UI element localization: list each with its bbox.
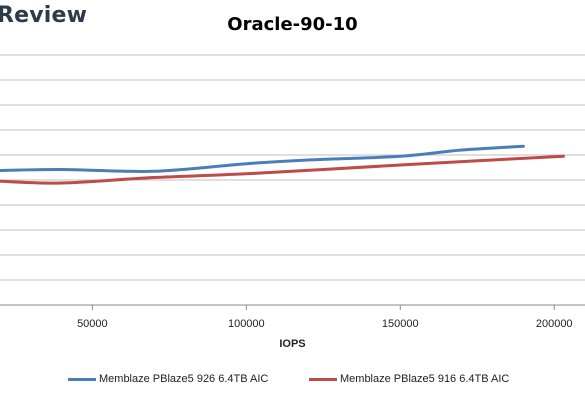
legend-item-series-2: Memblaze PBlaze5 916 6.4TB AIC [309,373,509,385]
series-line-1 [0,144,525,173]
x-tick-label: 50000 [77,318,108,330]
series-lines [0,144,565,185]
legend-item-series-1: Memblaze PBlaze5 926 6.4TB AIC [68,373,268,385]
x-axis-ticks: 50000 100000 150000 200000 [77,305,573,330]
legend: Memblaze PBlaze5 926 6.4TB AIC Memblaze … [0,373,585,389]
legend-swatch-series-1 [68,377,96,381]
legend-label-series-1: Memblaze PBlaze5 926 6.4TB AIC [99,373,269,385]
legend-swatch-series-2 [309,377,337,381]
chart-title: Oracle-90-10 [227,14,358,35]
x-tick-label: 150000 [382,318,419,330]
gridlines [0,54,585,306]
legend-label-series-2: Memblaze PBlaze5 916 6.4TB AIC [340,373,510,385]
brand-logo: Review [0,3,88,28]
x-tick-label: 100000 [228,318,265,330]
series-line-2 [0,154,565,185]
x-tick-label: 200000 [536,318,573,330]
x-axis-title: IOPS [279,338,305,350]
